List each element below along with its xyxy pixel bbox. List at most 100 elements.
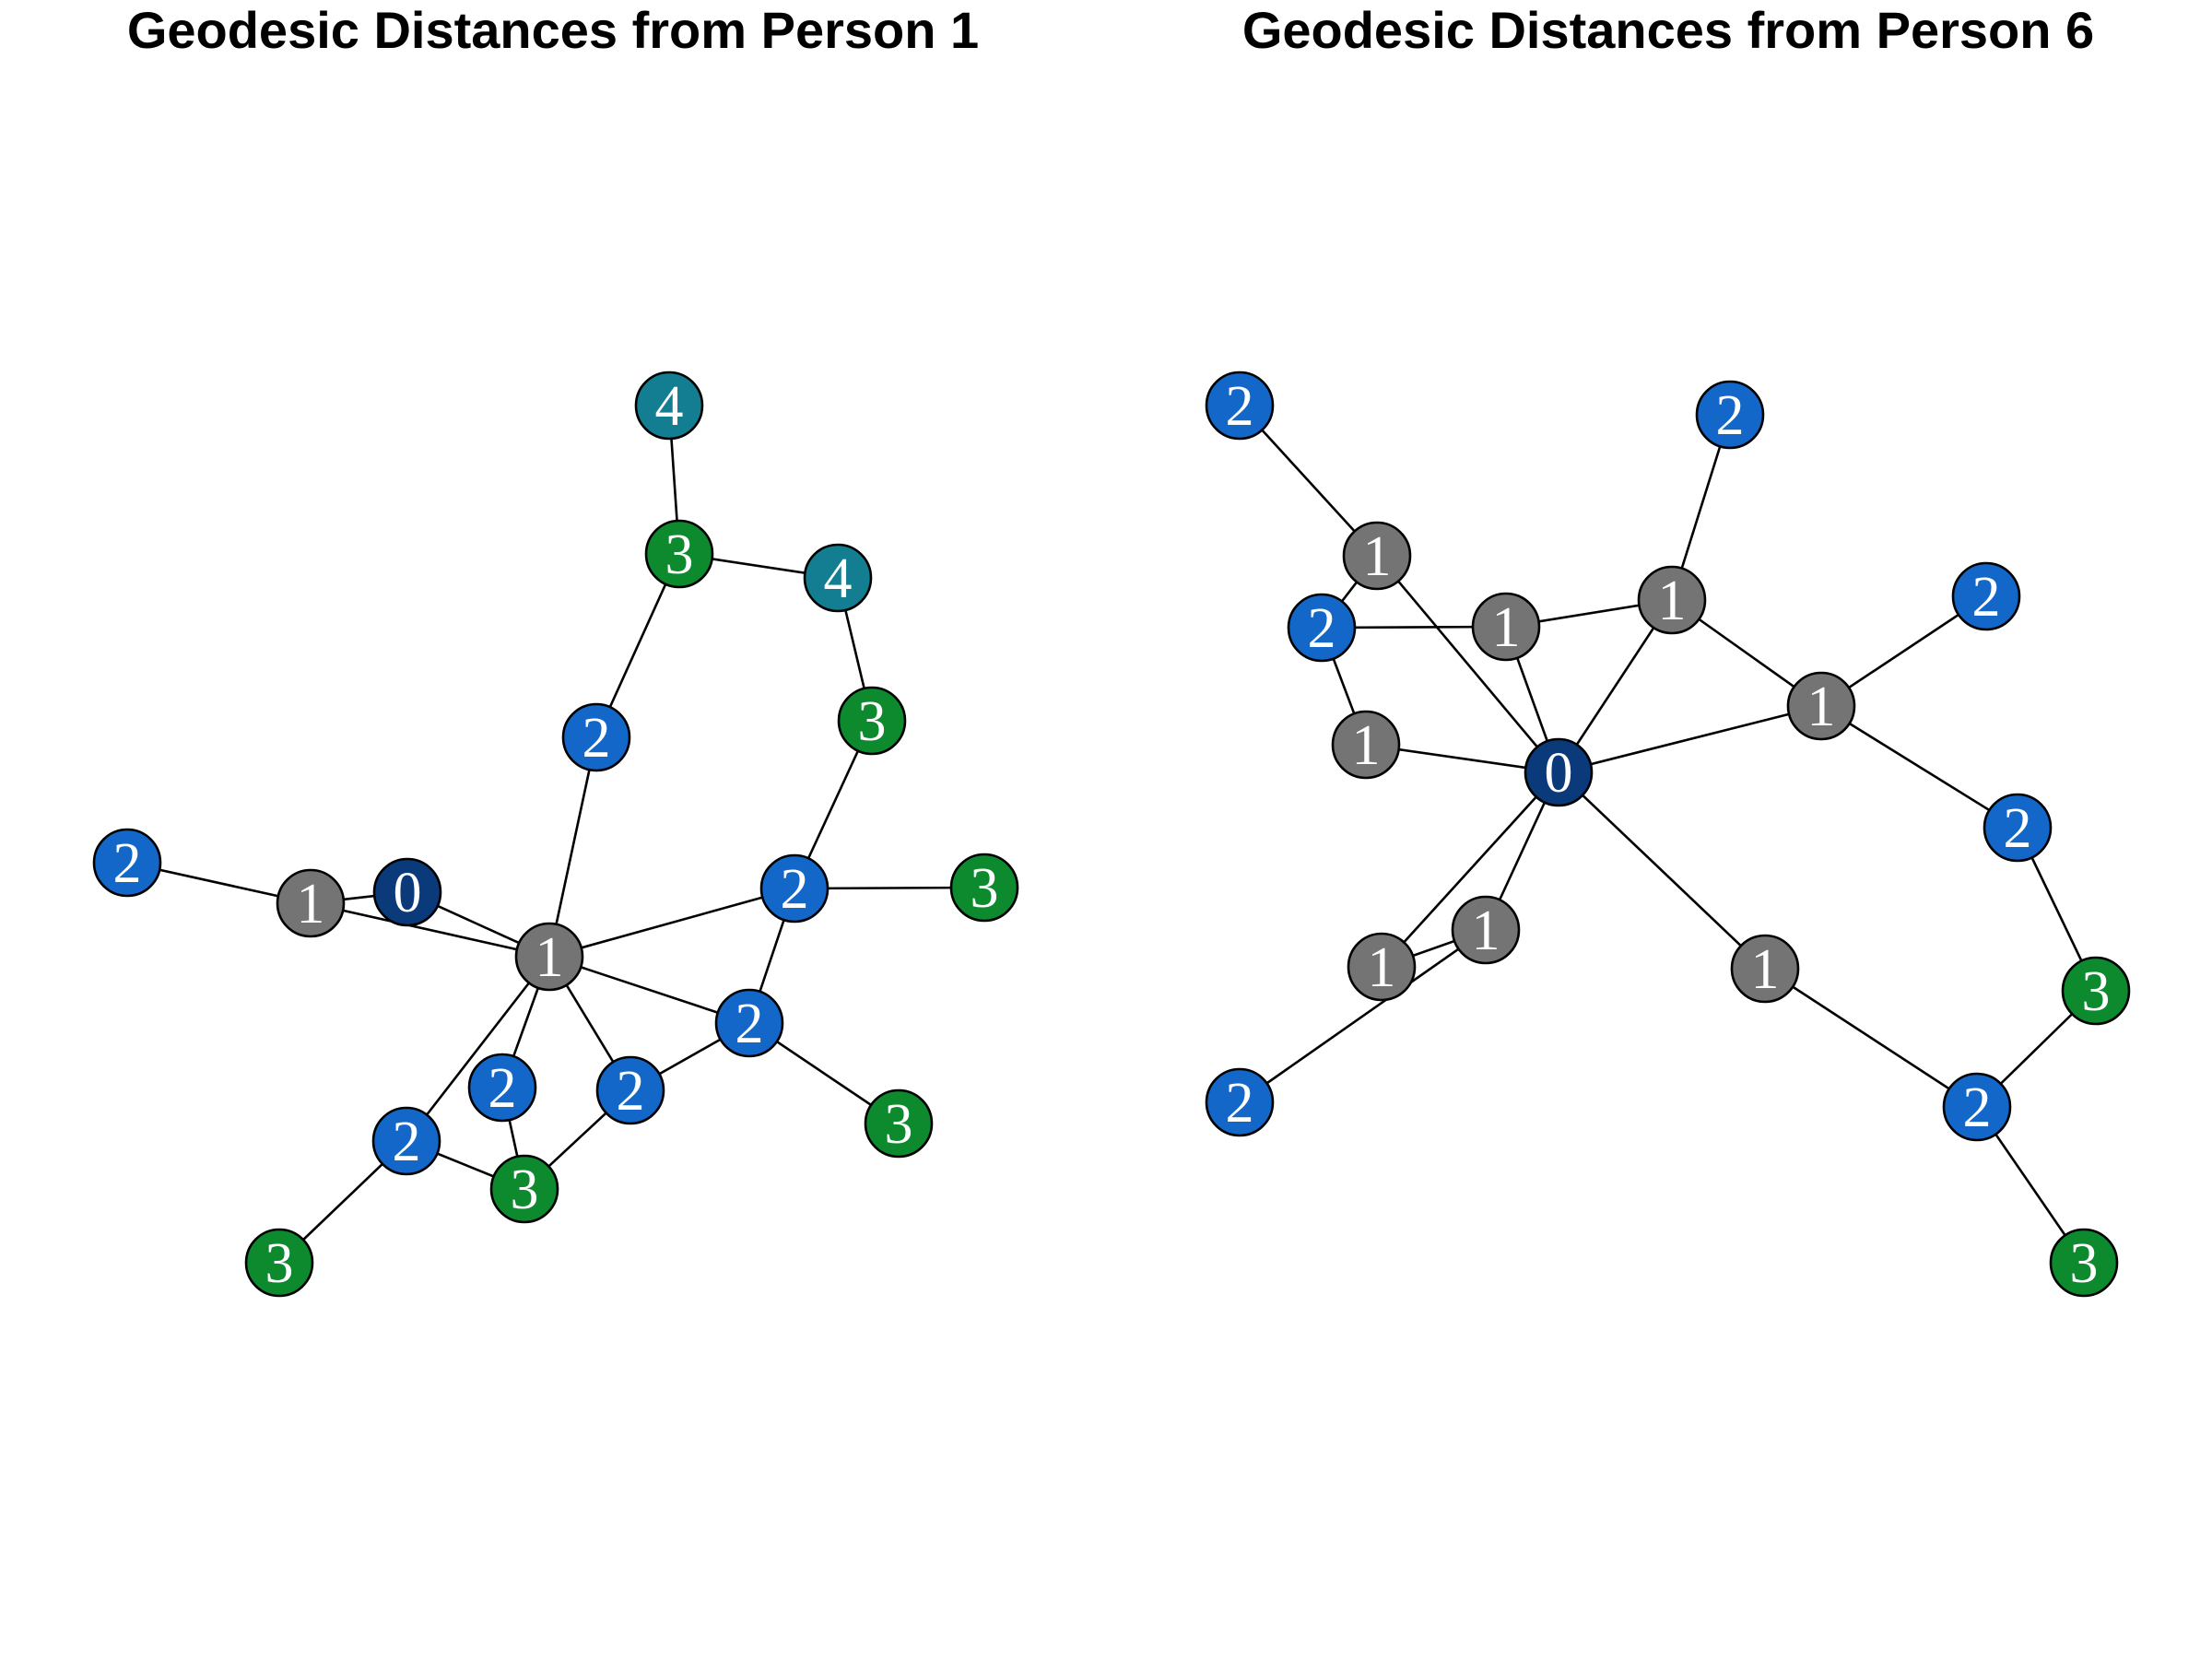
node-p2-J: 0 [1524, 737, 1594, 807]
node-p2-K: 2 [1983, 793, 2053, 863]
node-p2-B: 2 [1695, 380, 1765, 450]
edge-p2-N-Q [1764, 967, 1978, 1109]
edge-p1-i-j [548, 887, 795, 959]
node-p1-n: 2 [595, 1055, 665, 1125]
node-distance-label: 2 [2004, 797, 2032, 860]
node-distance-label: 3 [858, 690, 887, 753]
node-p2-P: 2 [1205, 1067, 1275, 1137]
node-distance-label: 2 [393, 1111, 421, 1173]
node-circle [514, 922, 584, 992]
node-circle [2061, 956, 2131, 1026]
node-circle [92, 828, 162, 898]
edge-p1-g-i [310, 901, 550, 959]
node-distance-label: 3 [2070, 1232, 2099, 1295]
node-circle [244, 1228, 314, 1298]
node-circle [561, 702, 631, 772]
node-distance-label: 1 [1472, 900, 1500, 962]
node-p2-F: 1 [1637, 565, 1707, 635]
node-circle [1205, 371, 1275, 441]
panel-title-person-1: Geodesic Distances from Person 1 [127, 1, 979, 59]
node-circle [634, 371, 704, 441]
node-distance-label: 2 [488, 1057, 517, 1120]
node-distance-label: 2 [617, 1060, 645, 1123]
node-circle [803, 543, 873, 613]
node-p1-q: 3 [489, 1154, 559, 1224]
node-circle [2049, 1228, 2119, 1298]
edge-p1-i-p [405, 956, 551, 1142]
node-distance-label: 1 [1363, 525, 1392, 588]
node-circle [1730, 934, 1800, 1004]
node-distance-label: 1 [1352, 714, 1381, 777]
node-p1-p: 2 [371, 1106, 441, 1176]
node-p2-Q: 2 [1942, 1072, 2012, 1142]
node-p2-L: 1 [1451, 895, 1521, 965]
node-p2-N: 1 [1730, 934, 1800, 1004]
node-distance-label: 1 [1807, 676, 1836, 738]
node-circle [759, 853, 830, 924]
node-distance-label: 2 [582, 707, 611, 770]
node-distance-label: 3 [885, 1093, 913, 1156]
node-circle [1695, 380, 1765, 450]
node-distance-label: 2 [1963, 1077, 1992, 1139]
node-circle [1342, 521, 1412, 591]
node-circle [467, 1053, 537, 1123]
node-circle [1205, 1067, 1275, 1137]
node-p2-R: 3 [2049, 1228, 2119, 1298]
edge-p2-H-J [1558, 704, 1822, 774]
node-distance-label: 2 [1308, 597, 1336, 660]
node-distance-label: 1 [1368, 936, 1396, 999]
edge-p2-C-J [1376, 555, 1559, 773]
node-circle [1951, 561, 2021, 631]
node-distance-label: 3 [665, 524, 694, 586]
node-distance-label: 2 [113, 832, 142, 895]
node-p1-f: 2 [92, 828, 162, 898]
node-p2-E: 1 [1471, 592, 1541, 662]
node-distance-label: 1 [297, 873, 325, 935]
node-distance-label: 3 [2082, 960, 2111, 1023]
node-circle [1347, 932, 1417, 1002]
node-circle [1451, 895, 1521, 965]
node-distance-label: 0 [1545, 742, 1573, 805]
node-circle [1471, 592, 1541, 662]
node-p1-g: 1 [276, 868, 346, 938]
node-p1-a: 4 [634, 371, 704, 441]
node-circle [489, 1154, 559, 1224]
edge-p2-L-P [1239, 928, 1487, 1104]
node-p1-o: 3 [864, 1088, 934, 1159]
node-circle [949, 853, 1019, 923]
node-circle [372, 857, 442, 927]
node-circle [837, 686, 907, 756]
node-circle [644, 519, 714, 589]
node-p1-e: 2 [561, 702, 631, 772]
node-p2-O: 3 [2061, 956, 2131, 1026]
edge-p2-F-J [1557, 599, 1674, 773]
node-p2-D: 2 [1287, 593, 1357, 663]
node-distance-label: 3 [265, 1232, 294, 1295]
node-distance-label: 2 [1716, 384, 1745, 447]
node-p1-c: 4 [803, 543, 873, 613]
node-p2-I: 1 [1331, 710, 1401, 780]
node-distance-label: 2 [1226, 1072, 1254, 1135]
node-distance-label: 2 [1972, 566, 2001, 629]
node-circle [714, 988, 784, 1058]
node-circle [1287, 593, 1357, 663]
node-distance-label: 1 [1658, 570, 1687, 632]
node-distance-label: 4 [824, 547, 853, 610]
node-p1-h: 0 [372, 857, 442, 927]
node-distance-label: 0 [394, 862, 422, 924]
node-distance-label: 1 [535, 926, 564, 989]
node-distance-label: 1 [1492, 596, 1521, 659]
node-distance-label: 3 [971, 857, 999, 920]
node-p1-r: 3 [244, 1228, 314, 1298]
node-distance-label: 3 [511, 1159, 539, 1221]
node-circle [595, 1055, 665, 1125]
node-p1-d: 3 [837, 686, 907, 756]
edge-p1-i-l [548, 955, 750, 1025]
node-circle [276, 868, 346, 938]
edge-p1-e-i [547, 736, 598, 958]
node-p1-i: 1 [514, 922, 584, 992]
node-distance-label: 2 [1226, 375, 1254, 438]
panel-title-person-6: Geodesic Distances from Person 6 [1242, 1, 2094, 59]
